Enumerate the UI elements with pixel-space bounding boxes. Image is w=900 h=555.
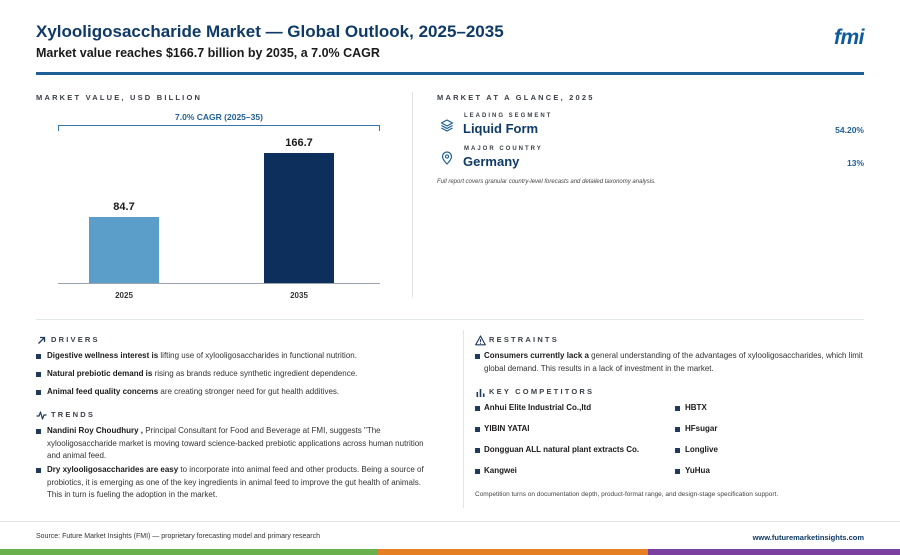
bottom-section-divider: [463, 330, 464, 508]
source-note: Source: Future Market Insights (FMI) — p…: [36, 533, 320, 540]
competitor-name: YuHua: [685, 466, 710, 475]
website-link[interactable]: www.futuremarketinsights.com: [752, 533, 864, 542]
bullet: [36, 354, 41, 359]
trends-label: TRENDS: [51, 410, 96, 419]
major-country-name: Germany: [463, 154, 520, 169]
restraint-item: Consumers currently lack a general under…: [484, 351, 863, 373]
bullet: [475, 354, 480, 359]
bar-chart-icon: [475, 385, 486, 397]
bullet: [36, 390, 41, 395]
bar-value-label: 84.7: [113, 200, 135, 213]
bullet: [675, 427, 680, 432]
restraints-label: RESTRAINTS: [489, 335, 559, 344]
leading-segment-value: 54.20%: [835, 125, 864, 135]
bullet: [675, 406, 680, 411]
bar-2035: [264, 153, 334, 283]
competitors-note: Competition turns on documentation depth…: [475, 491, 779, 498]
competitors-label: KEY COMPETITORS: [489, 387, 595, 396]
bullet: [675, 448, 680, 453]
bar-value-label: 166.7: [285, 137, 313, 149]
competitor-name: Kangwei: [484, 466, 517, 475]
layers-icon: [440, 118, 454, 132]
bullet: [36, 468, 41, 473]
footer-stripe-green: [0, 549, 378, 555]
competitor-name: Anhui Elite Industrial Co.,ltd: [484, 403, 592, 412]
cagr-bracket: [58, 125, 380, 131]
x-tick-label: 2025: [115, 291, 133, 300]
location-pin-icon: [440, 151, 454, 165]
driver-item: Animal feed quality concerns are creatin…: [47, 387, 340, 396]
bullet: [675, 469, 680, 474]
glance-section-label: MARKET AT A GLANCE, 2025: [437, 93, 595, 102]
page-title: Xylooligosaccharide Market — Global Outl…: [36, 22, 504, 41]
chart-section-label: MARKET VALUE, USD BILLION: [36, 93, 203, 102]
fmi-logo[interactable]: fmi: [834, 26, 865, 49]
glance-note: Full report covers granular country-leve…: [437, 179, 656, 185]
bullet: [475, 448, 480, 453]
major-country-kicker: MAJOR COUNTRY: [464, 146, 543, 152]
bullet: [36, 372, 41, 377]
leading-segment-kicker: LEADING SEGMENT: [464, 113, 553, 119]
warning-icon: [475, 333, 486, 346]
arrow-up-right-icon: [36, 333, 47, 344]
cagr-label: 7.0% CAGR (2025–35): [175, 112, 263, 122]
driver-item: Natural prebiotic demand is rising as br…: [47, 369, 358, 378]
horizontal-divider: [36, 319, 864, 320]
header-rule: [36, 72, 864, 75]
footer-rule: [0, 521, 900, 522]
page-subtitle: Market value reaches $166.7 billion by 2…: [36, 46, 380, 60]
competitor-name: Dongguan ALL natural plant extracts Co.: [484, 445, 640, 454]
trend-item: Nandini Roy Choudhury , Principal Consul…: [47, 426, 424, 460]
bullet: [36, 429, 41, 434]
chart-x-axis: [58, 283, 380, 284]
bar-2025: [89, 216, 159, 283]
competitor-name: Longlive: [685, 445, 718, 454]
section-divider: [412, 92, 413, 298]
competitor-name: HFsugar: [685, 424, 718, 433]
footer-stripe-orange: [378, 549, 648, 555]
bullet: [475, 406, 480, 411]
competitor-name: YIBIN YATAI: [484, 424, 530, 433]
competitor-name: HBTX: [685, 403, 707, 412]
bullet: [475, 427, 480, 432]
trend-line-icon: [36, 408, 47, 420]
drivers-label: DRIVERS: [51, 335, 100, 344]
trend-item: Dry xylooligosaccharides are easy to inc…: [47, 465, 424, 499]
footer-stripe-purple: [648, 549, 900, 555]
major-country-value: 13%: [846, 158, 864, 168]
leading-segment-name: Liquid Form: [463, 121, 539, 136]
x-tick-label: 2035: [290, 291, 308, 300]
bullet: [475, 469, 480, 474]
driver-item: Digestive wellness interest is lifting u…: [47, 351, 357, 360]
